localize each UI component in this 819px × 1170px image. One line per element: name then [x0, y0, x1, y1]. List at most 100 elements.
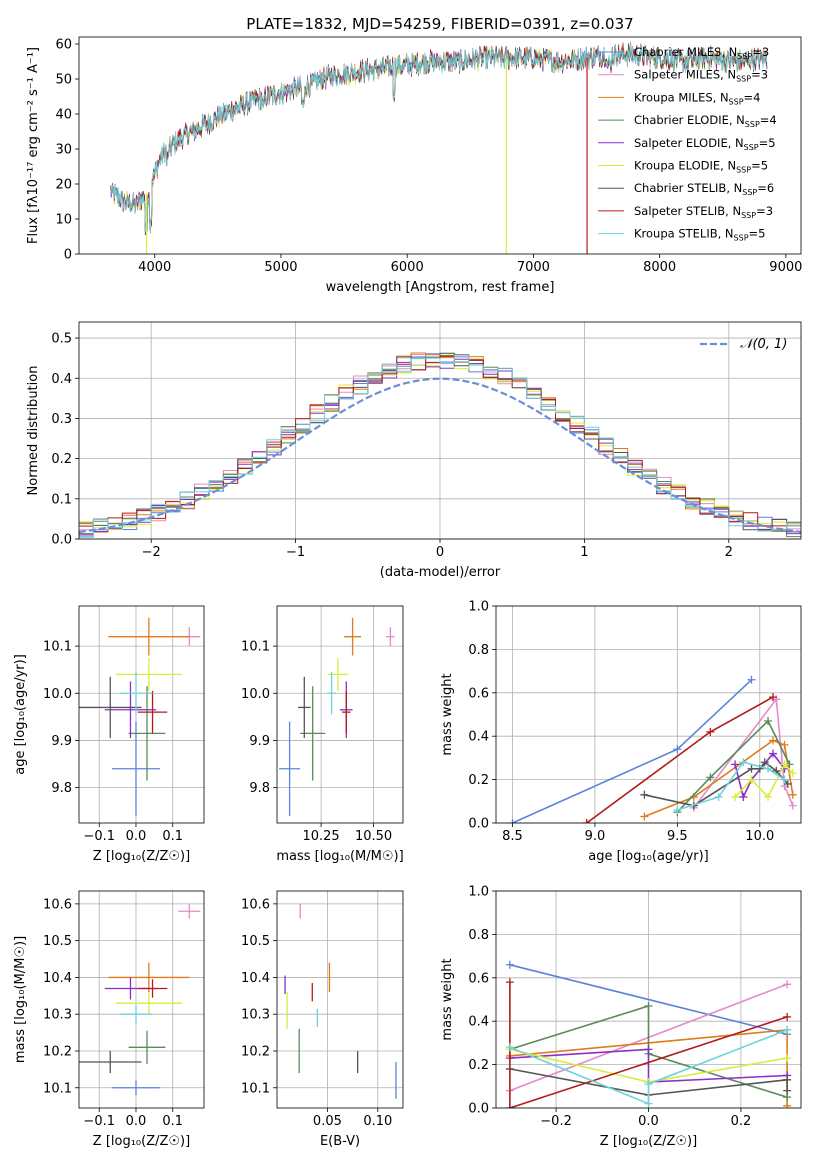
- x-tick-label: 4000: [138, 260, 171, 275]
- y-tick-label: 10.3: [241, 1008, 270, 1023]
- y-axis-label: mass weight: [440, 673, 455, 755]
- legend-entry: Chabrier MILES, N: [634, 45, 737, 59]
- series-marker: [783, 980, 792, 989]
- errorbar-point: [342, 690, 351, 734]
- x-tick-label: 0.2: [731, 1114, 752, 1129]
- errorbar-point: [178, 903, 201, 919]
- x-axis-label: E(B-V): [320, 1134, 360, 1149]
- series-line: [644, 739, 794, 818]
- y-tick-label: 50: [55, 73, 72, 88]
- y-tick-label: 10.4: [241, 971, 270, 986]
- series-marker: [505, 1043, 514, 1052]
- residuals-panel: −2 −1 0 1 2 0.0 0.1 0.2 0.3 0.4 0.5 (data-model)/er…: [26, 321, 802, 580]
- legend-subscript: SSP: [741, 211, 756, 220]
- x-tick-label: 9000: [769, 260, 802, 275]
- series-line: [676, 719, 791, 813]
- y-tick-label: 10.0: [241, 687, 270, 702]
- series-marker: [505, 1104, 514, 1108]
- errorbar-point: [344, 617, 361, 656]
- x-tick-label: 9.0: [585, 829, 606, 844]
- errorbar-point: [128, 1030, 166, 1064]
- axes-frame: [276, 605, 404, 824]
- y-tick-label: 10.0: [43, 687, 72, 702]
- legend-entry: Kroupa MILES, N: [634, 90, 729, 104]
- series-marker: [644, 1002, 653, 1011]
- series-line: [512, 679, 753, 823]
- x-tick-label: 9.5: [667, 829, 688, 844]
- legend-count: =5: [751, 159, 768, 173]
- spectrum-panel: 4000 5000 6000 7000 8000 9000 0 10 20 30 40 50 60 wav…: [26, 36, 802, 295]
- y-tick-label: 10.1: [43, 1081, 72, 1096]
- series-marker: [780, 775, 789, 784]
- legend-entry: Chabrier STELIB, N: [634, 181, 742, 195]
- y-axis-label: age [log₁₀(age/yr)]: [13, 654, 28, 775]
- errorbar-point: [108, 617, 190, 656]
- legend-count: =3: [752, 45, 769, 59]
- y-tick-label: 0.2: [468, 1058, 489, 1073]
- series-marker: [706, 773, 715, 782]
- y-tick-label: 10.2: [43, 1044, 72, 1059]
- y-tick-label: 0.5: [51, 332, 72, 347]
- y-tick-label: 0.4: [468, 730, 489, 745]
- x-axis-label: age [log₁₀(age/yr)]: [588, 849, 709, 864]
- errorbar-point: [327, 672, 336, 715]
- figure-title: PLATE=1832, MJD=54259, FIBERID=0391, z=0…: [246, 15, 633, 33]
- series-marker: [783, 779, 792, 788]
- legend-subscript: SSP: [737, 52, 752, 61]
- legend-count: =3: [751, 68, 768, 82]
- y-tick-label: 0.0: [468, 1102, 489, 1117]
- series-marker: [788, 769, 797, 778]
- y-axis-label: mass [log₁₀(M/M☉)]: [13, 936, 28, 1063]
- series-marker: [640, 790, 649, 799]
- age-vs-mass-panel: 10.25 10.50 9.8 9.9 10.0 10.1 mass [log₁₀(M/M☉…: [241, 605, 404, 864]
- y-axis-label: Normed distribution: [26, 366, 41, 496]
- y-tick-label: 10: [55, 213, 72, 228]
- series-marker: [644, 1080, 653, 1089]
- x-tick-label: −0.2: [540, 1114, 572, 1129]
- series-marker: [780, 740, 789, 749]
- y-tick-label: 0.4: [51, 372, 72, 387]
- errorbar-point: [128, 686, 166, 781]
- errorbar-point: [115, 992, 182, 1015]
- y-tick-label: 0.6: [468, 971, 489, 986]
- series-marker: [768, 693, 777, 702]
- y-tick-label: 0.3: [51, 412, 72, 427]
- residuals-legend: 𝒩(0, 1): [700, 337, 787, 352]
- legend-subscript: SSP: [742, 188, 757, 197]
- axes-frame: [276, 890, 404, 1109]
- y-tick-label: 1.0: [468, 885, 489, 900]
- series-marker: [783, 1025, 792, 1034]
- series-marker: [764, 717, 773, 726]
- axes-frame: [78, 36, 802, 255]
- x-tick-label: 0.0: [126, 1114, 147, 1129]
- x-tick-label: 0.1: [162, 829, 183, 844]
- mass-vs-metallicity-panel: −0.1 0.0 0.1 10.1 10.2 10.3 10.4 10.5 10.6 Z [log…: [13, 890, 205, 1149]
- x-tick-label: 0: [436, 545, 444, 560]
- series-marker: [747, 675, 756, 684]
- legend-count: =4: [760, 113, 777, 127]
- legend-entry: 𝒩(0, 1): [740, 337, 787, 352]
- y-tick-label: 9.8: [249, 781, 270, 796]
- axes-frame: [78, 890, 205, 1109]
- errorbar-point: [112, 721, 160, 816]
- errorbar-point: [79, 1050, 142, 1074]
- spectrum-line: [110, 42, 768, 233]
- y-tick-label: 0.4: [468, 1015, 489, 1030]
- plot-area: [79, 617, 201, 816]
- y-axis-label: Flux [fλ10⁻¹⁷ erg cm⁻² s⁻¹ A⁻¹]: [26, 47, 41, 244]
- errorbar-point: [137, 979, 168, 998]
- y-tick-label: 10.6: [43, 897, 72, 912]
- series-marker: [644, 1099, 653, 1108]
- x-tick-label: −0.1: [83, 829, 115, 844]
- x-axis-label: wavelength [Angstrom, rest frame]: [326, 280, 555, 295]
- errorbar-point: [112, 1080, 160, 1096]
- y-tick-label: 0.0: [51, 533, 72, 548]
- series-line: [509, 1048, 788, 1083]
- series-marker: [747, 764, 756, 773]
- x-tick-label: 7000: [517, 260, 550, 275]
- series-marker: [780, 760, 789, 769]
- series-marker: [783, 1054, 792, 1063]
- y-tick-label: 10.1: [43, 640, 72, 655]
- plot-area: [284, 903, 397, 1099]
- legend-count: =6: [757, 181, 774, 195]
